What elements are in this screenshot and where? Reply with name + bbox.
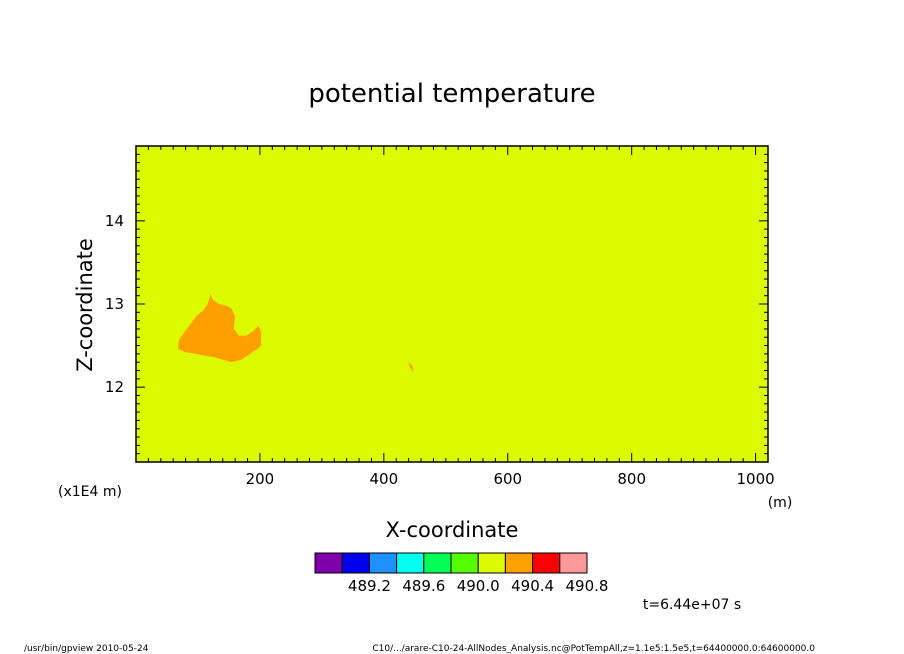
legend-label: 489.2 (348, 577, 391, 595)
anomaly-region-1 (178, 294, 262, 363)
legend-swatch (450, 552, 479, 574)
x-tick-label: 800 (617, 470, 646, 488)
legend-swatch (341, 552, 370, 574)
anomaly-region-2 (408, 362, 414, 373)
time-annotation: t=6.44e+07 s (643, 597, 741, 613)
y-axis-unit: (x1E4 m) (58, 484, 122, 500)
legend-swatch (368, 552, 398, 574)
y-tick-label: 13 (105, 295, 124, 313)
x-tick-label: 1000 (737, 470, 775, 488)
color-legend: 489.2 489.6 490.0 490.4 490.8 (314, 552, 609, 595)
footer-left: /usr/bin/gpview 2010-05-24 (24, 644, 149, 654)
footer-right: C10/.../arare-C10-24-AllNodes_Analysis.n… (372, 644, 815, 654)
legend-swatch (532, 552, 561, 574)
x-axis: 200 400 600 800 1000 (135, 146, 775, 488)
legend-label: 490.4 (511, 577, 554, 595)
field-background (136, 146, 768, 462)
plot-area (135, 145, 769, 463)
legend-swatch (423, 552, 452, 574)
y-tick-label: 12 (105, 378, 124, 396)
y-axis-label: Z-coordinate (73, 238, 97, 372)
legend-label: 489.6 (402, 577, 445, 595)
legend-swatch (504, 552, 534, 574)
legend-swatch (314, 552, 343, 574)
y-tick-label: 14 (105, 212, 124, 230)
x-axis-label: X-coordinate (386, 518, 519, 542)
x-tick-label: 200 (246, 470, 275, 488)
legend-swatch (477, 552, 506, 574)
chart-title: potential temperature (308, 79, 595, 109)
legend-swatch (396, 552, 425, 574)
x-tick-label: 400 (370, 470, 399, 488)
x-tick-label: 600 (493, 470, 522, 488)
legend-swatch (559, 552, 588, 574)
legend-label: 490.8 (566, 577, 609, 595)
y-axis: 12 13 14 (105, 145, 768, 463)
x-axis-unit: (m) (768, 495, 793, 511)
legend-label: 490.0 (457, 577, 500, 595)
